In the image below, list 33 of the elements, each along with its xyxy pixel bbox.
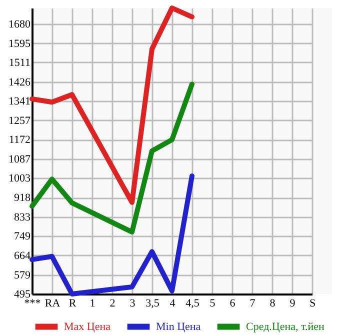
y-tick-label: 1511 bbox=[8, 56, 30, 69]
y-tick-label: 1087 bbox=[8, 154, 31, 166]
y-tick-label: 495 bbox=[14, 288, 31, 300]
y-tick-label: 833 bbox=[14, 211, 31, 224]
y-tick-label: 1680 bbox=[8, 18, 31, 30]
x-tick-label: 2 bbox=[110, 298, 116, 310]
x-tick-label: 7 bbox=[250, 298, 256, 310]
legend-label: Max Цена bbox=[64, 320, 111, 333]
y-tick-label: 1426 bbox=[8, 76, 31, 88]
y-tick-label: 918 bbox=[14, 192, 31, 204]
x-tick-label: *** bbox=[24, 298, 41, 310]
x-tick-label: 1 bbox=[90, 298, 96, 310]
legend-label: Min Цена bbox=[156, 320, 201, 333]
legend-label: Сред.Цена, т.йен bbox=[246, 320, 325, 333]
y-tick-label: 1341 bbox=[8, 96, 30, 108]
x-tick-label: 3,5 bbox=[146, 298, 160, 310]
x-tick-label: 5 bbox=[210, 298, 216, 310]
y-tick-label: 1003 bbox=[8, 172, 31, 185]
y-tick-label: 1172 bbox=[8, 134, 30, 146]
x-tick-label: RA bbox=[44, 298, 60, 310]
y-tick-label: 1257 bbox=[8, 114, 31, 127]
y-tick-label: 664 bbox=[14, 250, 31, 262]
x-tick-label: 4,5 bbox=[186, 298, 200, 310]
x-tick-label: 3 bbox=[130, 298, 136, 310]
x-tick-label: R bbox=[68, 298, 77, 310]
x-tick-label: 6 bbox=[230, 298, 236, 310]
x-tick-label: 4 bbox=[170, 298, 176, 310]
x-tick-label: 9 bbox=[290, 298, 296, 310]
x-tick-label: 8 bbox=[270, 298, 276, 310]
y-tick-label: 579 bbox=[14, 269, 31, 282]
x-tick-label: S bbox=[309, 298, 316, 310]
y-tick-label: 1595 bbox=[8, 38, 31, 50]
y-tick-label: 749 bbox=[14, 230, 31, 243]
